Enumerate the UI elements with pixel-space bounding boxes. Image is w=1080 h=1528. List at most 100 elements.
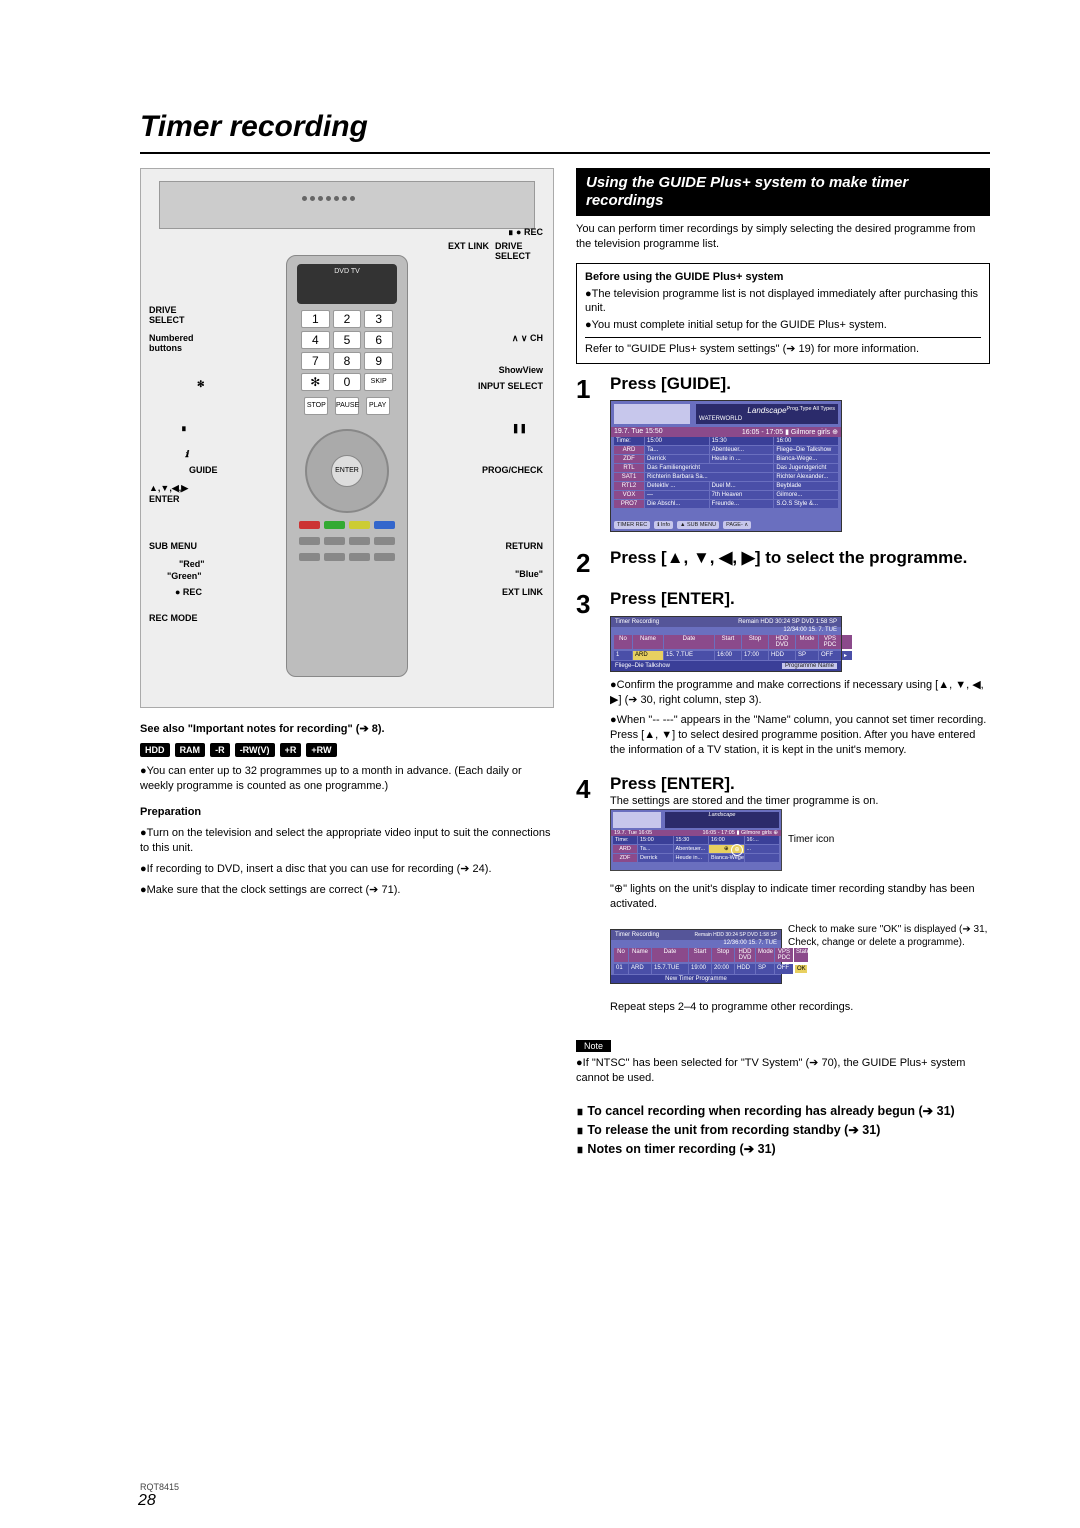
remote-keypad: 1 2 3 4 5 6 7 8 9 ✻ 0 SKIP <box>301 310 393 391</box>
tt2-h2: Date <box>652 948 688 962</box>
tt1-h-stop: Stop <box>742 635 768 649</box>
p-ard-2: Fliege–Die Talkshow <box>774 446 838 454</box>
tt1-title-l: Timer Recording <box>615 619 659 625</box>
tt1-c-6: SP <box>796 651 818 660</box>
key-1[interactable]: 1 <box>301 310 330 328</box>
btn-directrec[interactable] <box>374 537 395 545</box>
p-zdf-1: Heute in ... <box>710 455 774 463</box>
two-column-layout: ∎ ● REC EXT LINK DRIVE SELECT DVD TV 1 2… <box>140 168 990 1160</box>
key-0[interactable]: 0 <box>333 373 362 391</box>
before-l2: ●You must complete initial setup for the… <box>585 318 981 333</box>
step-1: 1 Press [GUIDE]. Landscape WATERWORLD Pr… <box>576 374 990 538</box>
manual-page: Timer recording ∎ ● REC EXT LINK DRIVE S… <box>0 0 1080 1528</box>
key-7[interactable]: 7 <box>301 352 330 370</box>
tt1-h-vps: VPS PDC <box>819 635 841 649</box>
tt1-h-date: Date <box>664 635 714 649</box>
key-stop[interactable]: STOP <box>304 397 328 415</box>
gb-info: ℹ Info <box>654 521 673 529</box>
tt1-h-hdvd: HDD DVD <box>769 635 795 649</box>
key-9[interactable]: 9 <box>364 352 393 370</box>
key-5[interactable]: 5 <box>333 331 362 349</box>
note-section: Note ●If "NTSC" has been selected for "T… <box>576 1030 990 1086</box>
badge-plusr: +R <box>280 743 302 757</box>
step4-repeat: Repeat steps 2–4 to programme other reco… <box>610 1000 990 1015</box>
p-ard-0: Ta... <box>645 446 709 454</box>
label-input: INPUT SELECT <box>478 381 543 391</box>
ch-zdf: ZDF <box>614 455 644 463</box>
title-rule <box>140 152 990 154</box>
step-4-sub: The settings are stored and the timer pr… <box>610 794 990 809</box>
p-pro7-2: S.O.S Style &... <box>774 500 838 508</box>
remote-top-icon: DVD TV <box>297 264 397 304</box>
guide-dateline: 19.7. Tue 15:50 <box>614 428 663 436</box>
key-3[interactable]: 3 <box>364 310 393 328</box>
green-button[interactable] <box>324 521 345 529</box>
m-t0: Time: <box>613 836 637 844</box>
before-l3: Refer to "GUIDE Plus+ system settings" (… <box>585 337 981 357</box>
p-pro7-0: Die Abschl... <box>645 500 709 508</box>
tt2-title-r: Remain HDD 30:24 SP DVD 1:58 SP <box>695 932 777 938</box>
key-skip[interactable]: SKIP <box>364 373 393 391</box>
key-6[interactable]: 6 <box>364 331 393 349</box>
tt1-c-0: 1 <box>614 651 632 660</box>
page-number: 28 <box>138 1492 156 1510</box>
btn-timeslip[interactable] <box>374 553 395 561</box>
guide-headline: WATERWORLD <box>699 416 742 422</box>
p-sat1-0: Richterin Barbara Sa... <box>645 473 773 481</box>
label-green: "Green" <box>167 571 202 581</box>
before-box: Before using the GUIDE Plus+ system ●The… <box>576 263 990 364</box>
ref-notes: ∎ Notes on timer recording (➔ 31) <box>576 1141 990 1156</box>
m-r2-1: Derrick <box>638 854 673 862</box>
blue-button[interactable] <box>374 521 395 529</box>
label-pause: ❚❚ <box>512 423 527 434</box>
mini-thumb <box>613 812 661 828</box>
tt2-date: 12/36:00 15. 7. TUE <box>611 940 781 947</box>
tt1-h-name: Name <box>633 635 663 649</box>
key-2[interactable]: 2 <box>333 310 362 328</box>
prep-2: ●If recording to DVD, insert a disc that… <box>140 862 554 877</box>
p-vox-2: Gilmore... <box>774 491 838 499</box>
gb-submenu: ▲ SUB MENU <box>677 521 719 529</box>
step-3: 3 Press [ENTER]. Timer Recording Remain … <box>576 589 990 764</box>
key-play[interactable]: PLAY <box>366 397 390 415</box>
enter-button[interactable]: ENTER <box>331 455 363 487</box>
p-ard-1: Abenteuer... <box>710 446 774 454</box>
tt1-h-end <box>842 635 852 649</box>
key-pause[interactable]: PAUSE <box>335 397 359 415</box>
label-showview: ShowView <box>499 365 543 375</box>
time-label: Time: <box>614 437 644 445</box>
m-r1-2: Abenteuer... <box>674 845 709 853</box>
p-pro7-1: Freunde... <box>710 500 774 508</box>
guide-screen: Landscape WATERWORLD Prog.Type All Types… <box>610 400 842 532</box>
guide-progtype: Prog.Type All Types <box>786 406 835 412</box>
btn-recmode[interactable] <box>324 537 345 545</box>
nav-ring[interactable]: ENTER <box>305 429 389 513</box>
tt2-h4: Stop <box>712 948 734 962</box>
badge-r: -R <box>210 743 230 757</box>
tt1-progname: Fliege–Die Talkshow <box>615 663 670 669</box>
tt2-h5: HDD DVD <box>735 948 755 962</box>
key-4[interactable]: 4 <box>301 331 330 349</box>
key-star[interactable]: ✻ <box>301 373 330 391</box>
p-rtl-1: Das Jugendgericht <box>774 464 838 472</box>
label-numbered: Numbered buttons <box>149 333 205 353</box>
btn-display[interactable] <box>349 553 370 561</box>
prep-title: Preparation <box>140 805 554 820</box>
red-button[interactable] <box>299 521 320 529</box>
key-8[interactable]: 8 <box>333 352 362 370</box>
btn-extlink[interactable] <box>349 537 370 545</box>
tt2-check-note: Check to make sure "OK" is displayed (➔ … <box>788 923 990 990</box>
yellow-button[interactable] <box>349 521 370 529</box>
tt2-c3: 19:00 <box>689 964 711 974</box>
ref-release: ∎ To release the unit from recording sta… <box>576 1122 990 1137</box>
badge-rwv: -RW(V) <box>235 743 275 757</box>
p-vox-0: — <box>645 491 709 499</box>
step-4-title: Press [ENTER]. <box>610 774 990 794</box>
btn-status[interactable] <box>324 553 345 561</box>
left-column: ∎ ● REC EXT LINK DRIVE SELECT DVD TV 1 2… <box>140 168 554 1160</box>
btn-rec[interactable] <box>299 537 320 545</box>
badge-plusrw: +RW <box>306 743 336 757</box>
btn-audio[interactable] <box>299 553 320 561</box>
tt2-h1: Name <box>629 948 651 962</box>
color-buttons <box>299 521 395 529</box>
